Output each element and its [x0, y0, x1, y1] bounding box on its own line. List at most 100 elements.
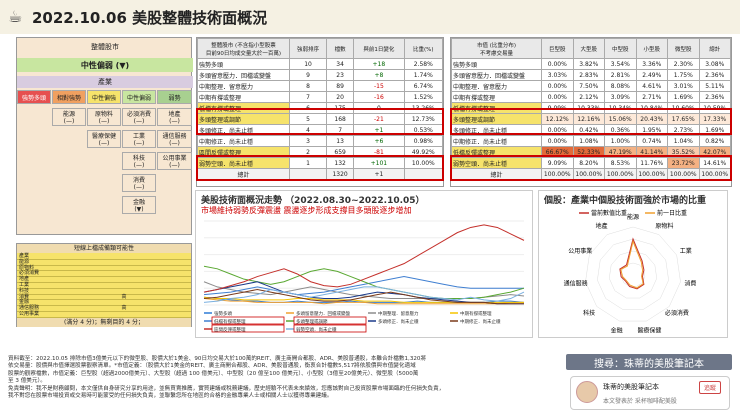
table-cell: 多頭整理或調節	[197, 113, 290, 125]
legend-label: 前一日比重	[657, 209, 687, 217]
cat-neutral-weak: 中性偏弱	[122, 90, 156, 104]
table-cell: 低檔有撐或整理	[197, 102, 290, 114]
chart2-title: 個股：產業中個股技術面強於市場的比重	[544, 196, 707, 206]
table-cell: 3	[288, 135, 328, 147]
table-cell: 1.69%	[667, 91, 700, 103]
market-trend: 中性偏弱 (▼)	[17, 58, 193, 72]
table-row: 多頭留意壓力．回檔或變盤 9 23 +8 1.74%	[197, 69, 444, 81]
radar-axis-label: 地產	[596, 222, 608, 230]
legend-label: 中期有撐或整理	[460, 310, 492, 317]
table-cell: 49.92%	[403, 146, 444, 158]
table-cell: 多頭修正．尚未止穩	[451, 124, 542, 136]
cap-header: 巨型股	[541, 38, 574, 59]
legend-label: 強勢多頭	[214, 310, 232, 317]
sector-comm: 通信服務 (—)	[157, 130, 192, 148]
footnote: 資料截至：2022.10.05 排除市值3億美元以下的微型股、股價大於1美金、9…	[8, 356, 445, 400]
search-banner[interactable]: 搜尋：珠蒂的美股筆記本	[566, 354, 732, 370]
table-cell: 3.09%	[604, 91, 637, 103]
table-row: 中期整理．留意壓力 8 89 -15 6.74%	[197, 80, 444, 92]
table-cell: 13.26%	[403, 102, 444, 114]
table-cell: 2	[288, 146, 328, 158]
cat-weak: 弱勢	[157, 90, 192, 104]
table-cell: 15.06%	[604, 113, 637, 125]
table-cell: 10.59%	[698, 102, 731, 114]
table-cell: 6.74%	[403, 80, 444, 92]
table-cell: 100.00%	[541, 168, 574, 180]
table-row: 強勢多頭 0.00% 3.82% 3.54% 3.36% 2.30% 3.08%	[451, 58, 731, 70]
table-cell: 168	[326, 113, 355, 125]
radar-series	[620, 239, 644, 289]
legend-label: 中期整理．留意壓力	[378, 310, 419, 317]
table-cell: 2.36%	[698, 69, 731, 81]
sector-consumer: 消費 (—)	[122, 174, 156, 192]
table-cell: 中期有撐或整理	[451, 91, 542, 103]
radar-axis-label: 科技	[583, 309, 595, 317]
radar-ring	[597, 238, 669, 310]
table-cell: 多頭修正．尚未止穩	[197, 124, 290, 136]
table-cell: 弱勢空頭．尚未止穩	[451, 157, 542, 169]
table-cell: 總計	[451, 168, 542, 180]
radar-axis-label: 必須消費	[665, 309, 689, 317]
table-cell: 中期修正．尚未止穩	[197, 135, 290, 147]
legend-label: 弱勢空頭．尚未止穩	[296, 326, 337, 333]
radar-axis-label: 工業	[680, 247, 692, 255]
table-cell: 中期有撐或整理	[197, 91, 290, 103]
table-cell: -81	[353, 146, 405, 158]
legend-label: 多頭留意壓力．回檔或變盤	[296, 310, 350, 317]
legend-label: 多頭修正．尚未止穩	[378, 318, 419, 325]
table-cell: 0.00%	[541, 124, 574, 136]
table-cell: 10.33%	[572, 102, 605, 114]
chart1-title: 美股技術面概況走勢 （2022.08.30~2022.10.05）	[201, 196, 425, 206]
radar-ring	[585, 226, 681, 322]
series-line	[203, 276, 524, 296]
table-cell: 100.00%	[572, 168, 605, 180]
coffee-cup-icon: ☕	[8, 7, 23, 26]
author-card[interactable]: 珠蒂的美股筆記本 追蹤 本文發表於 采杯咖啡配美股	[570, 376, 730, 410]
cap-header: 大型股	[572, 38, 605, 59]
table-cell	[403, 168, 444, 180]
table-cell: 17.65%	[667, 113, 700, 125]
table-cell	[288, 168, 328, 180]
header-bar: ☕ 2022.10.06 美股整體技術面概況	[0, 0, 740, 34]
mid-header: 比重(%)	[403, 38, 444, 59]
table-cell: 中期修正．尚未止穩	[451, 135, 542, 147]
table-row: 區間反彈或整理 2 659 -81 49.92%	[197, 146, 444, 158]
table-cell: 0.00%	[541, 91, 574, 103]
table-cell: 10.00%	[403, 157, 444, 169]
table-cell: 9.09%	[541, 157, 574, 169]
table-row: 低檔有撐或整理 6 175 0 13.26%	[197, 102, 444, 114]
radar-axis-label: 原物料	[655, 222, 673, 230]
table-cell: +6	[353, 135, 405, 147]
sector-healthcare: 醫療保健 (—)	[87, 130, 121, 148]
series-line	[203, 286, 525, 303]
table-cell: 7.50%	[572, 80, 605, 92]
watchlist-row: 原物料	[17, 265, 191, 272]
series-line	[203, 288, 524, 305]
follow-button[interactable]: 追蹤	[698, 381, 721, 394]
table-row: 總計 1320 +1	[197, 168, 444, 180]
mid-header: 整體股市 (不含指小型股票 目前90日均成交量大於一百萬)	[197, 38, 290, 59]
table-cell: 2.12%	[572, 91, 605, 103]
legend-label: 多頭整理或調節	[296, 318, 328, 325]
table-row: 中期有撐或整理 7 20 -16 1.52%	[197, 91, 444, 103]
legend-label: 當前數值比重	[591, 209, 627, 217]
watchlist-row: 必須消費	[17, 271, 191, 278]
table-cell: 0.36%	[604, 124, 637, 136]
trend-chart: 美股技術面概況走勢 （2022.08.30~2022.10.05） 市場維持弱勢…	[195, 190, 533, 338]
table-cell: 8.20%	[572, 157, 605, 169]
table-cell: 多頭留意壓力．回檔或變盤	[197, 69, 290, 81]
table-row: 多頭修正．尚未止穩 4 7 +1 0.53%	[197, 124, 444, 136]
table-cell: 8.08%	[604, 80, 637, 92]
sector-utilities: 公用事業 (—)	[157, 152, 192, 170]
radar-chart: 個股：產業中個股技術面強於市場的比重 當前數值比重 前一日比重 能源 原物料 工業 消費必…	[538, 190, 728, 338]
table-cell: 中期整理．留意壓力	[451, 80, 542, 92]
table-cell: 弱勢空頭．尚未止穩	[197, 157, 290, 169]
watchlist-row: 科技	[17, 288, 191, 295]
watchlist-panel: 短線上檔成備類可能性 產業 能源 原物料 必須消費 地產 工業 科技 消費 高 …	[16, 243, 192, 327]
table-cell: 35.52%	[667, 146, 700, 158]
cap-header: 中型股	[604, 38, 637, 59]
mid-header: 與前1日變化	[353, 38, 405, 59]
table-cell: 3.01%	[667, 80, 700, 92]
author-sub: 本文發表於 采杯咖啡配美股	[603, 398, 677, 405]
table-cell: 0.82%	[698, 135, 731, 147]
